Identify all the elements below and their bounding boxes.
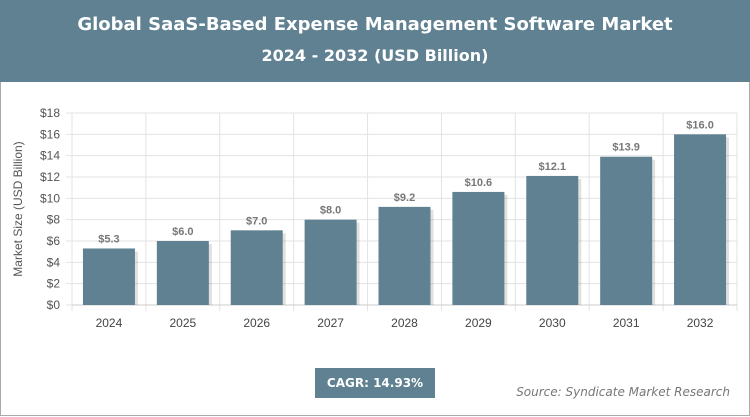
data-label: $16.0 — [686, 119, 714, 131]
x-tick-label: 2030 — [539, 316, 566, 330]
bar — [230, 230, 283, 305]
bar — [600, 156, 653, 305]
chart-header: Global SaaS-Based Expense Management Sof… — [0, 0, 750, 82]
y-tick-label: $12 — [40, 170, 60, 184]
bar — [526, 175, 579, 305]
bar-chart: $0 $2 $4 $6 $8 $10 $12 $14 $16 $18 $5.3 2024 $6.0 202… — [11, 106, 738, 330]
y-tick-label: $8 — [47, 213, 61, 227]
data-label: $5.3 — [98, 233, 119, 245]
y-tick-label: $14 — [40, 149, 60, 163]
y-tick-label: $10 — [40, 191, 60, 205]
data-label: $10.6 — [465, 177, 493, 189]
x-tick-label: 2027 — [317, 316, 344, 330]
data-label: $7.0 — [246, 215, 267, 227]
bar — [378, 206, 431, 305]
x-tick-label: 2024 — [96, 316, 123, 330]
cagr-badge: CAGR: 14.93% — [315, 368, 435, 398]
bar — [82, 248, 135, 305]
data-label: $8.0 — [320, 205, 341, 217]
y-tick-label: $18 — [40, 106, 60, 120]
x-tick-label: 2026 — [243, 316, 270, 330]
y-tick-label: $16 — [40, 127, 60, 141]
data-label: $12.1 — [539, 161, 567, 173]
x-tick-label: 2025 — [169, 316, 196, 330]
y-tick-label: $0 — [47, 298, 61, 312]
data-label: $6.0 — [172, 226, 193, 238]
data-label: $9.2 — [394, 192, 415, 204]
y-tick-label: $2 — [47, 277, 61, 291]
y-axis-title: Market Size (USD Billion) — [11, 141, 25, 276]
y-tick-label: $6 — [47, 234, 61, 248]
x-tick-label: 2028 — [391, 316, 418, 330]
bar — [304, 219, 357, 305]
y-tick-label: $4 — [47, 255, 61, 269]
chart-title: Global SaaS-Based Expense Management Sof… — [77, 14, 673, 35]
bar — [452, 191, 505, 305]
bar — [156, 241, 209, 305]
chart-subtitle: 2024 - 2032 (USD Billion) — [261, 46, 489, 65]
x-tick-label: 2031 — [613, 316, 640, 330]
bar — [674, 134, 727, 305]
data-label: $13.9 — [612, 142, 640, 154]
source-note: Source: Syndicate Market Research — [516, 385, 730, 399]
x-tick-label: 2032 — [687, 316, 714, 330]
x-tick-label: 2029 — [465, 316, 492, 330]
